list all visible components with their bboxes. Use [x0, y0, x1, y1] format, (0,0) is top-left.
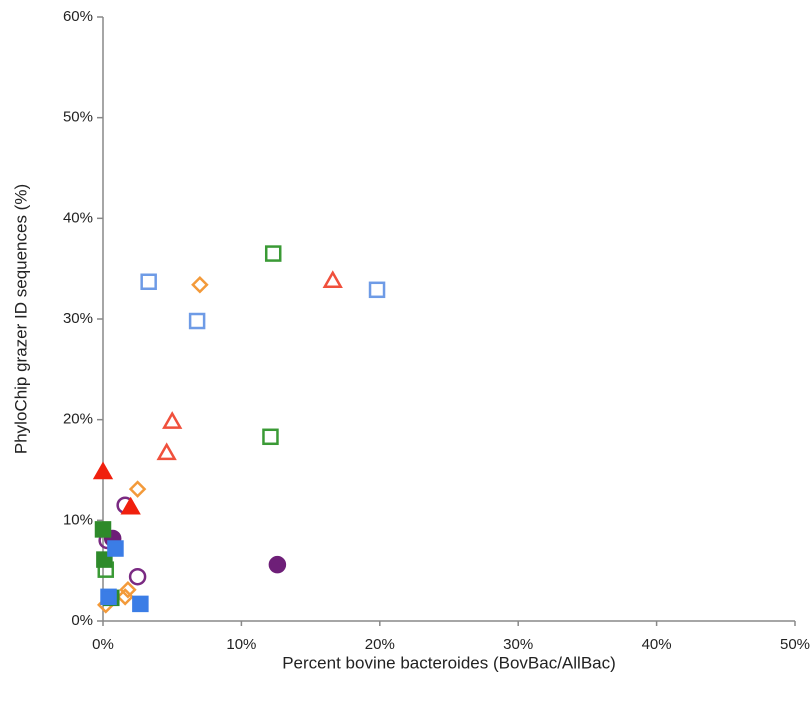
marker — [140, 273, 157, 291]
marker — [107, 540, 124, 557]
x-tick-label: 50% — [780, 636, 810, 653]
marker — [116, 588, 134, 606]
y-axis-title: PhyloChip grazer ID sequences (%) — [11, 184, 30, 454]
y-tick-label: 20% — [63, 411, 93, 428]
y-tick-label: 60% — [63, 8, 93, 25]
marker — [94, 521, 112, 538]
marker — [322, 270, 343, 288]
marker — [128, 567, 147, 586]
x-tick-label: 30% — [503, 636, 533, 653]
x-tick-label: 20% — [365, 636, 395, 653]
x-tick-label: 0% — [92, 636, 114, 653]
y-tick-label: 40% — [63, 209, 93, 226]
y-tick-label: 0% — [71, 612, 93, 629]
marker — [268, 555, 287, 574]
y-tick-label: 30% — [63, 310, 93, 327]
x-tick-label: 10% — [226, 636, 256, 653]
y-tick-label: 10% — [63, 511, 93, 528]
marker — [92, 461, 114, 480]
marker — [264, 245, 282, 262]
marker — [162, 411, 183, 429]
marker — [368, 281, 386, 299]
marker — [100, 588, 117, 606]
marker — [128, 480, 147, 498]
marker — [188, 312, 206, 330]
y-tick-label: 50% — [63, 109, 93, 126]
x-tick-label: 40% — [642, 636, 672, 653]
marker — [120, 496, 141, 515]
marker — [191, 276, 209, 294]
marker — [156, 442, 177, 461]
marker — [262, 428, 279, 446]
marker — [132, 595, 149, 613]
marker — [119, 581, 137, 599]
x-axis-title: Percent bovine bacteroides (BovBac/AllBa… — [282, 653, 616, 672]
